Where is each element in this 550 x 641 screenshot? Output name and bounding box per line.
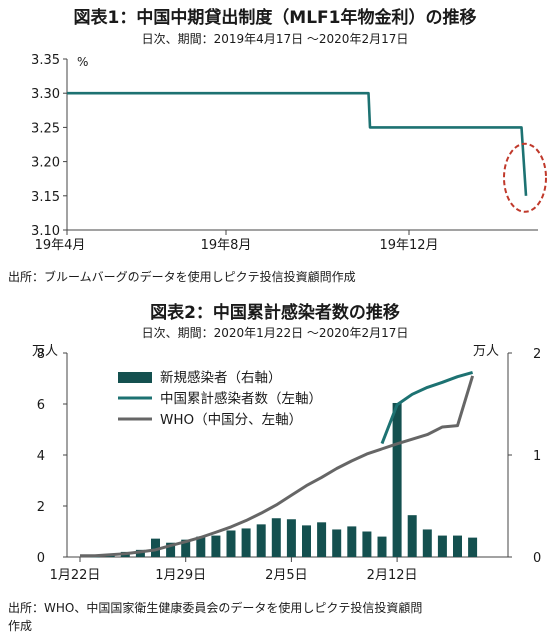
chart2-bar-new-cases	[196, 536, 206, 557]
chart1-y-tick-label: 3.15	[31, 190, 60, 205]
chart2-left-tick-label: 6	[37, 398, 45, 413]
legend-swatch-new-cases	[118, 372, 152, 383]
chart2-bar-new-cases	[317, 522, 327, 557]
chart2-bar-new-cases	[453, 535, 462, 557]
chart2-right-tick-label: 0	[533, 551, 541, 566]
chart1-y-tick-label: 3.25	[31, 121, 60, 136]
chart2-left-unit: 万人	[32, 344, 58, 359]
chart1-y-tick-label: 3.20	[31, 156, 60, 171]
chart2-right-tick-label: 1	[533, 449, 541, 464]
chart1-plot-area: 3.10 3.15 3.20 3.25 3.30 3.35 19年4月 19年8月 19年12月	[31, 53, 547, 253]
chart2-plot-area: 0 2 4 6 8 0 1 2 1月22日 1月29日 2月5日 2月12日	[37, 347, 542, 583]
chart2-title: 図表2：中国累計感染者数の推移	[150, 302, 400, 323]
chart2-x-tick-label: 2月5日	[265, 568, 308, 583]
chart2-bar-new-cases	[151, 538, 160, 557]
chart2-bar-new-cases	[271, 518, 281, 557]
chart2-bar-new-cases	[392, 402, 402, 557]
chart2-legend: 新規感染者（右軸） 中国累計感染者数（左軸） WHO（中国分、左軸）	[118, 369, 322, 428]
legend-label-new-cases: 新規感染者（右軸）	[160, 369, 282, 386]
chart2-x-tick-label: 1月22日	[50, 568, 101, 583]
chart1-subtitle: 日次、期間：2019年4月17日 ～2020年2月17日	[142, 32, 409, 46]
legend-label-china-cumulative: 中国累計感染者数（左軸）	[160, 390, 322, 407]
chart2-left-tick-label: 2	[37, 500, 45, 515]
chart2-bar-new-cases	[166, 542, 176, 557]
chart2-bar-new-cases	[135, 549, 145, 557]
chart2-bar-new-cases	[302, 525, 311, 557]
chart2-bar-new-cases	[437, 535, 447, 557]
chart1-series-line	[67, 91, 528, 196]
chart1-y-tick-label: 3.10	[31, 224, 60, 239]
chart1-title: 図表1：中国中期貸出制度（MLF1年物金利）の推移	[73, 7, 476, 28]
chart2-bar-new-cases	[211, 535, 221, 557]
chart2-left-tick-label: 4	[37, 449, 45, 464]
chart2-source-line1: 出所：WHO、中国国家衛生健康委員会のデータを使用しピクテ投信投資顧問	[8, 600, 422, 615]
chart2-right-tick-label: 2	[533, 347, 541, 362]
legend-label-who: WHO（中国分、左軸）	[160, 412, 302, 428]
chart1-y-tick-label: 3.35	[31, 53, 60, 68]
chart2-left-tick-label: 0	[37, 551, 45, 566]
chart2-bar-new-cases	[332, 529, 342, 557]
chart1-source: 出所：ブルームバーグのデータを使用しピクテ投信投資顧問作成	[8, 269, 356, 284]
chart2-bar-new-cases	[241, 528, 251, 557]
chart1-x-tick-label: 19年12月	[379, 238, 438, 253]
chart1-x-tick-label: 19年8月	[201, 238, 252, 253]
chart1-x-tick-label: 19年4月	[35, 238, 86, 253]
chart2-subtitle: 日次、期間：2020年1月22日 ～2020年2月17日	[142, 326, 409, 340]
chart2-bar-new-cases	[226, 530, 236, 557]
chart2-left-tick-label: 8	[37, 347, 45, 362]
chart2-bar-new-cases	[90, 557, 100, 558]
chart2-right-unit: 万人	[473, 344, 499, 359]
chart2-x-tick-label: 2月12日	[367, 568, 418, 583]
chart2-bar-new-cases	[407, 515, 417, 557]
chart2-source-line2: 作成	[8, 619, 32, 633]
chart2-bar-new-cases	[468, 537, 478, 557]
chart2-bar-new-cases	[256, 524, 266, 557]
chart2-x-tick-label: 1月29日	[155, 568, 206, 583]
chart2-bar-new-cases	[181, 539, 191, 557]
chart2-bar-new-cases	[362, 531, 372, 557]
chart2-bar-new-cases	[377, 536, 387, 557]
chart2-bar-new-cases	[422, 529, 432, 557]
chart2-bar-new-cases	[347, 526, 357, 557]
chart1-unit-label: %	[77, 55, 88, 69]
chart1-highlight-circle	[503, 142, 547, 213]
chart1-y-tick-label: 3.30	[31, 87, 60, 102]
chart2-bar-new-cases	[286, 519, 296, 557]
